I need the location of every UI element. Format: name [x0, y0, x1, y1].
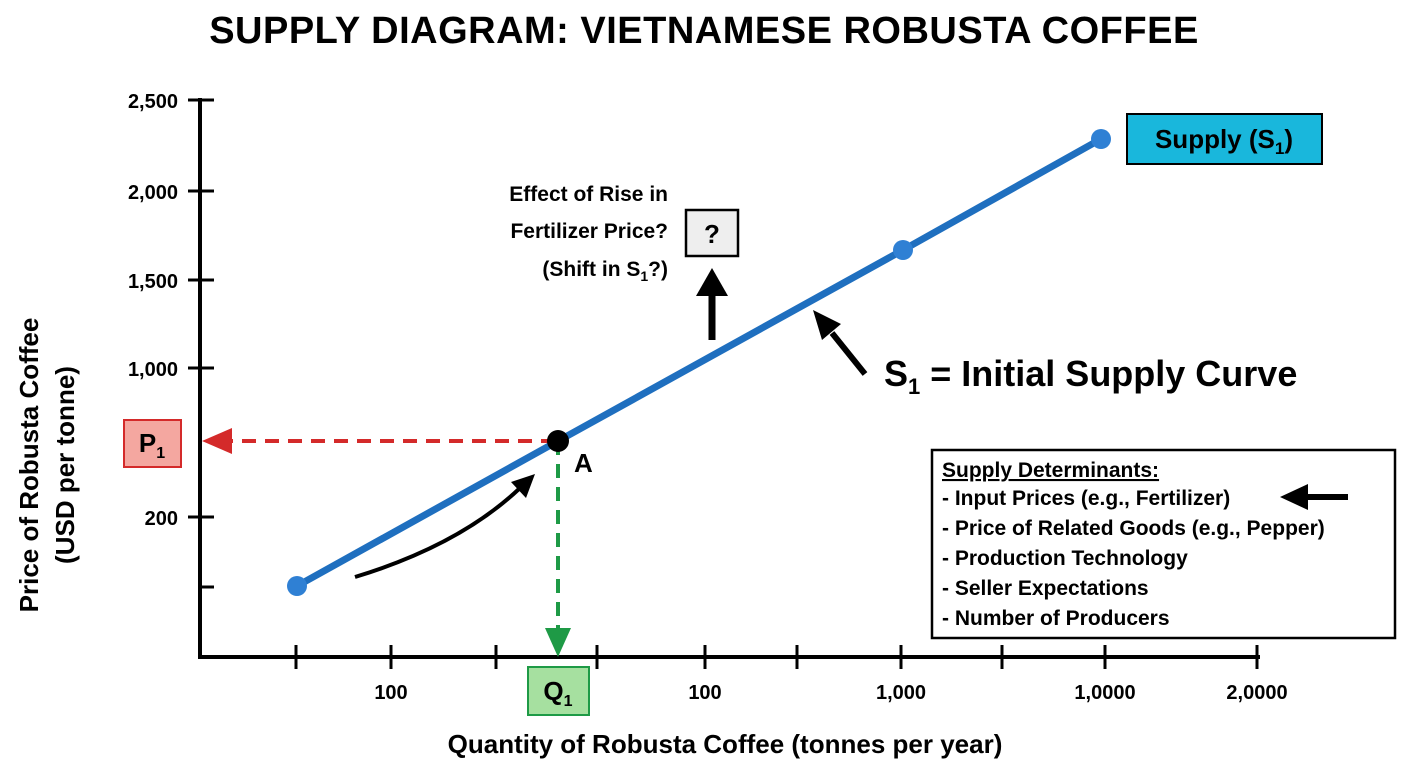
s1-pointer-arrow — [829, 331, 868, 376]
supply-label-sub: 1 — [1275, 139, 1284, 158]
equilibrium-point-a — [547, 430, 569, 452]
question-box: ? — [684, 208, 740, 258]
y-axis-title-line1: Price of Robusta Coffee — [14, 318, 44, 613]
supply-label-end: ) — [1284, 124, 1293, 154]
s1-label: S — [884, 353, 908, 394]
price-label: P — [139, 428, 156, 458]
chart-title: SUPPLY DIAGRAM: VIETNAMESE ROBUSTA COFFE… — [209, 10, 1199, 52]
x-ticks — [294, 645, 1259, 669]
determinant-item: - Number of Producers — [942, 607, 1170, 630]
s1-pointer-arrowhead — [813, 310, 841, 340]
s1-label-end: = Initial Supply Curve — [920, 353, 1297, 394]
y-tick-labels: 2,500 2,000 1,500 1,000 200 — [128, 91, 178, 530]
y-tick-label: 2,500 — [128, 91, 178, 113]
svg-text:(Shift in S1?): (Shift in S1?) — [542, 258, 668, 284]
movement-arrowhead — [511, 474, 535, 498]
determinant-item: - Price of Related Goods (e.g., Pepper) — [942, 517, 1325, 540]
quantity-label-sub: 1 — [564, 693, 573, 710]
price-label-box: P1 — [123, 419, 182, 468]
y-tick-label: 1,500 — [128, 271, 178, 293]
supply-curve-s1 — [293, 135, 1105, 590]
shift-up-arrowhead — [696, 268, 728, 296]
y-ticks — [188, 98, 214, 589]
determinant-item: - Production Technology — [942, 547, 1188, 570]
input-price-pointer-arrowhead — [1280, 484, 1308, 510]
effect-line-3-sub: 1 — [640, 268, 648, 284]
s1-label-sub: 1 — [908, 374, 920, 399]
svg-text:Q1: Q1 — [543, 676, 572, 710]
price-label-sub: 1 — [156, 445, 165, 462]
determinant-item: - Input Prices (e.g., Fertilizer) — [942, 487, 1230, 510]
supply-point-end — [1091, 129, 1111, 149]
y-tick-label: 200 — [145, 508, 178, 530]
movement-along-curve-arrow — [354, 486, 522, 579]
effect-line-3: (Shift in S — [542, 258, 640, 281]
quantity-guide-arrowhead — [545, 628, 571, 657]
supply-determinants-box: Supply Determinants: - Input Prices (e.g… — [930, 448, 1397, 640]
x-tick-label: 1,000 — [876, 682, 926, 704]
effect-line-1: Effect of Rise in — [509, 183, 668, 206]
determinants-heading: Supply Determinants: — [942, 459, 1159, 482]
effect-line-2: Fertilizer Price? — [510, 220, 668, 243]
y-axis-title-line2: (USD per tonne) — [50, 366, 80, 564]
x-tick-label: 100 — [688, 682, 721, 704]
determinant-item: - Seller Expectations — [942, 577, 1149, 600]
price-guide-arrowhead — [202, 428, 232, 454]
question-mark: ? — [704, 219, 720, 249]
supply-point-1000 — [893, 240, 913, 260]
x-axis-title: Quantity of Robusta Coffee (tonnes per y… — [448, 729, 1003, 759]
x-tick-label: 100 — [374, 682, 407, 704]
y-axis-title: Price of Robusta Coffee (USD per tonne) — [14, 318, 80, 613]
x-tick-labels: 100 100 1,000 1,0000 2,0000 — [374, 682, 1287, 704]
y-tick-label: 1,000 — [128, 359, 178, 381]
effect-line-3-end: ?) — [648, 258, 668, 281]
supply-label: Supply (S — [1155, 124, 1275, 154]
x-tick-label: 2,0000 — [1226, 682, 1287, 704]
y-tick-label: 2,000 — [128, 182, 178, 204]
effect-question: Effect of Rise in Fertilizer Price? (Shi… — [509, 183, 668, 284]
quantity-label: Q — [543, 676, 563, 706]
x-tick-label: 1,0000 — [1074, 682, 1135, 704]
svg-text:Supply (S1): Supply (S1) — [1155, 124, 1293, 158]
svg-text:P1: P1 — [139, 428, 165, 462]
supply-point-start — [287, 576, 307, 596]
point-a-label: A — [574, 448, 593, 478]
s1-curve-label: S1 = Initial Supply Curve — [884, 353, 1297, 399]
supply-label-box: Supply (S1) — [1126, 113, 1323, 165]
quantity-label-box: Q1 — [527, 666, 590, 716]
